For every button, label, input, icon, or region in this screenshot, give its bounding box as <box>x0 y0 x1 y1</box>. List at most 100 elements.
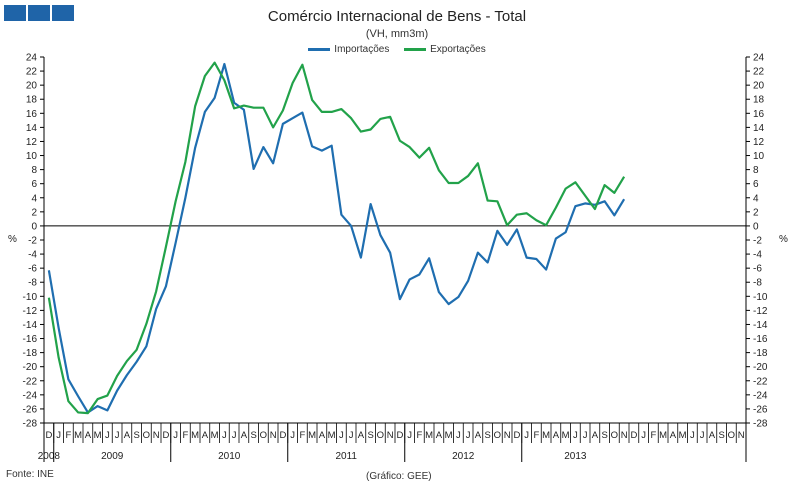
x-month-label: J <box>641 430 646 441</box>
x-year-label: 2012 <box>452 451 475 462</box>
legend-swatch-exportacoes <box>404 47 427 51</box>
y-tick-label-right: -6 <box>753 264 762 275</box>
chart-subtitle: (VH, mm3m) <box>365 28 429 40</box>
x-month-label: N <box>270 430 277 441</box>
y-tick-label-right: -24 <box>753 390 768 401</box>
x-month-label: J <box>524 430 529 441</box>
y-tick-label-left: 10 <box>26 151 38 162</box>
y-tick-label-left: 2 <box>31 207 37 218</box>
y-tick-label-left: 20 <box>26 81 38 92</box>
x-month-label: J <box>700 430 705 441</box>
x-month-label: M <box>211 430 219 441</box>
x-month-label: A <box>358 430 365 441</box>
x-month-label: O <box>611 430 618 441</box>
logo-block-2 <box>28 5 50 21</box>
x-month-label: J <box>690 430 695 441</box>
x-month-label: D <box>630 430 637 441</box>
x-month-label: A <box>553 430 560 441</box>
x-month-label: J <box>583 430 588 441</box>
legend: Importações Exportações <box>0 44 794 55</box>
x-month-label: D <box>279 430 286 441</box>
x-month-label: J <box>105 430 110 441</box>
y-axis-label-right: % <box>779 234 788 245</box>
x-month-label: M <box>191 430 199 441</box>
x-month-label: A <box>436 430 443 441</box>
y-tick-label-left: -16 <box>23 334 38 345</box>
x-month-label: D <box>45 430 52 441</box>
y-tick-label-right: -20 <box>753 362 768 373</box>
x-year-label: 2010 <box>218 451 241 462</box>
x-month-label: J <box>456 430 461 441</box>
x-month-label: O <box>728 430 735 441</box>
y-tick-label-right: -28 <box>753 419 768 430</box>
x-month-label: O <box>260 430 267 441</box>
x-month-label: J <box>222 430 227 441</box>
x-month-label: M <box>425 430 433 441</box>
y-tick-label-left: -28 <box>23 419 38 430</box>
x-year-label: 2013 <box>564 451 587 462</box>
y-tick-label-left: 0 <box>31 221 37 232</box>
x-month-label: N <box>621 430 628 441</box>
chart-title: Comércio Internacional de Bens - Total <box>267 8 527 25</box>
x-month-label: A <box>241 430 248 441</box>
y-tick-label-right: 2 <box>753 207 759 218</box>
x-month-label: A <box>319 430 326 441</box>
y-tick-label-right: -10 <box>753 292 768 303</box>
y-tick-label-left: -26 <box>23 404 38 415</box>
y-tick-label-right: 6 <box>753 179 759 190</box>
x-month-label: M <box>74 430 82 441</box>
y-tick-label-left: -10 <box>23 292 38 303</box>
y-tick-label-right: -12 <box>753 306 768 317</box>
x-month-label: J <box>407 430 412 441</box>
y-tick-label-left: 22 <box>26 67 38 78</box>
x-month-label: J <box>466 430 471 441</box>
x-month-label: F <box>650 430 656 441</box>
x-month-label: S <box>601 430 607 441</box>
y-tick-label-left: -6 <box>28 264 37 275</box>
x-month-label: A <box>709 430 716 441</box>
y-tick-label-right: 8 <box>753 165 759 176</box>
x-month-label: N <box>153 430 160 441</box>
x-month-label: D <box>513 430 520 441</box>
x-month-label: M <box>659 430 667 441</box>
y-tick-label-right: 10 <box>753 151 765 162</box>
x-month-label: A <box>592 430 599 441</box>
y-tick-label-right: 16 <box>753 109 765 120</box>
x-month-label: O <box>377 430 384 441</box>
x-month-label: D <box>396 430 403 441</box>
x-month-label: M <box>542 430 550 441</box>
x-month-label: N <box>738 430 745 441</box>
x-month-label: J <box>56 430 61 441</box>
y-tick-label-right: 24 <box>753 53 765 64</box>
legend-label-exportacoes: Exportações <box>430 44 486 55</box>
x-month-label: M <box>445 430 453 441</box>
legend-swatch-importacoes <box>308 47 331 51</box>
y-tick-label-left: 6 <box>31 179 37 190</box>
x-month-label: J <box>573 430 578 441</box>
x-month-label: S <box>250 430 256 441</box>
y-tick-label-right: 14 <box>753 123 765 134</box>
legend-item-exportacoes: Exportações <box>404 44 486 55</box>
source-note: Fonte: INE <box>6 469 54 480</box>
x-month-label: J <box>290 430 295 441</box>
x-year-label: 2011 <box>335 451 357 462</box>
x-month-label: J <box>115 430 120 441</box>
x-month-label: F <box>416 430 422 441</box>
x-month-label: J <box>349 430 354 441</box>
x-month-label: J <box>339 430 344 441</box>
x-month-label: J <box>232 430 237 441</box>
y-axis-label-left: % <box>8 234 17 245</box>
x-month-label: J <box>173 430 178 441</box>
x-month-label: M <box>328 430 336 441</box>
x-year-label: 2008 <box>38 451 61 462</box>
logo-block-1 <box>4 5 26 21</box>
x-month-label: N <box>387 430 394 441</box>
legend-item-importacoes: Importações <box>308 44 389 55</box>
y-tick-label-right: -18 <box>753 348 768 359</box>
x-month-label: F <box>533 430 539 441</box>
y-tick-label-right: -16 <box>753 334 768 345</box>
y-tick-label-right: 20 <box>753 81 765 92</box>
y-tick-label-right: -8 <box>753 278 762 289</box>
y-tick-label-left: -24 <box>23 390 38 401</box>
y-tick-label-left: -4 <box>28 250 37 261</box>
